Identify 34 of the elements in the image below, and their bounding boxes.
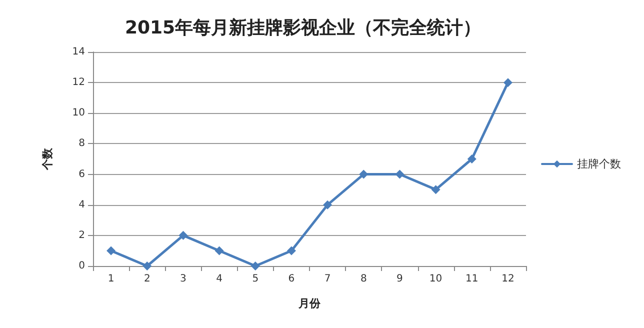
y-tick-label: 10: [72, 108, 85, 119]
legend-label: 挂牌个数: [577, 158, 621, 170]
point: [106, 246, 116, 256]
x-tick-label: 2: [144, 274, 150, 284]
point: [250, 262, 260, 270]
point: [323, 200, 332, 210]
y-tick-label: 12: [72, 77, 85, 88]
x-tick-label: 7: [324, 274, 331, 284]
chart-title: 2015年每月新挂牌影视企业（不完全统计）: [124, 18, 482, 38]
point: [503, 78, 512, 88]
y-tick-label: 2: [78, 230, 85, 241]
x-tick-label: 6: [288, 274, 295, 284]
y-tick-label: 14: [72, 46, 85, 58]
y-tick-label: 8: [78, 138, 85, 150]
y-axis-title: 个数: [41, 147, 54, 171]
x-tick-label: 11: [466, 274, 478, 284]
point: [467, 154, 476, 164]
x-tick-label: 8: [360, 274, 367, 284]
point: [178, 230, 188, 240]
x-tick-label: 9: [396, 274, 403, 284]
y-tick-label: 4: [78, 199, 85, 210]
point: [431, 185, 440, 194]
point: [142, 262, 152, 270]
x-tick-label: 1: [108, 274, 114, 284]
x-tick-label: 5: [252, 274, 259, 284]
point: [214, 246, 224, 256]
x-tick-label: 3: [180, 274, 186, 284]
y-tick-label: 0: [78, 260, 85, 272]
x-axis-title: 月份: [298, 297, 322, 310]
point: [286, 246, 296, 256]
x-tick-label: 4: [216, 274, 222, 284]
y-tick-label: 6: [78, 168, 85, 180]
x-tick-label: 12: [502, 274, 514, 284]
x-tick-label: 10: [429, 274, 442, 284]
